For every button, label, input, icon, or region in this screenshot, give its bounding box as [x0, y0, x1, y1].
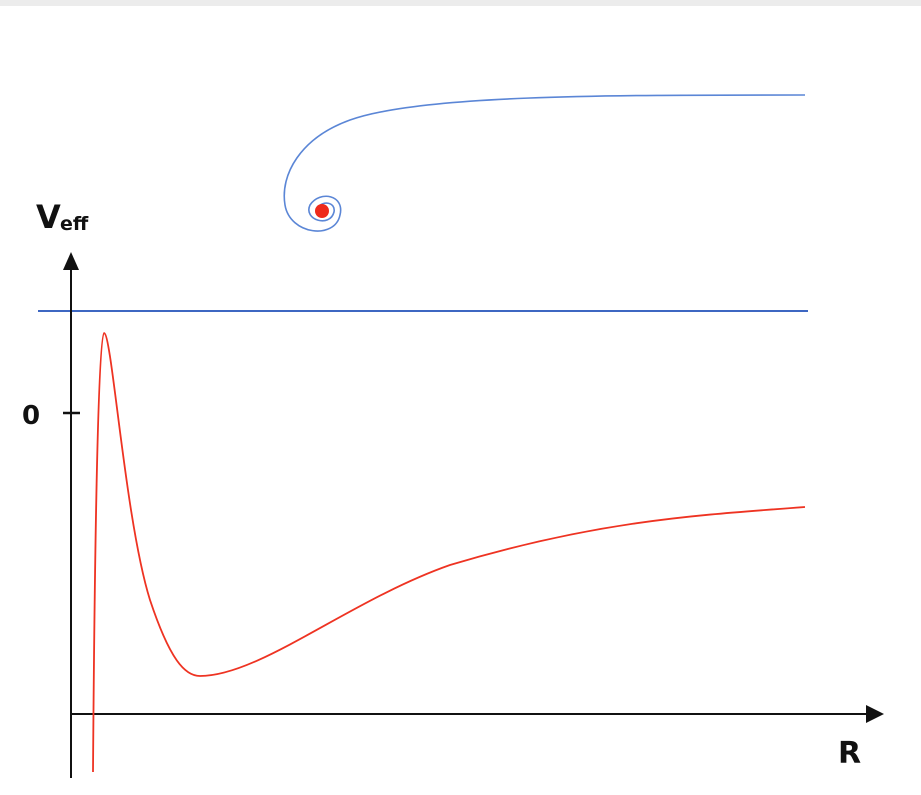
background: [0, 0, 921, 795]
x-axis-label: R: [838, 736, 861, 771]
diagram: V eff 0 R: [0, 0, 921, 795]
top-frame: [0, 0, 921, 6]
y-tick-label: 0: [22, 401, 40, 431]
page: {"axes": {"y_label": "V", "y_label_subsc…: [0, 0, 921, 795]
y-axis-label: V: [36, 198, 61, 236]
central-mass: [315, 204, 329, 218]
y-axis-label-subscript: eff: [60, 213, 89, 235]
